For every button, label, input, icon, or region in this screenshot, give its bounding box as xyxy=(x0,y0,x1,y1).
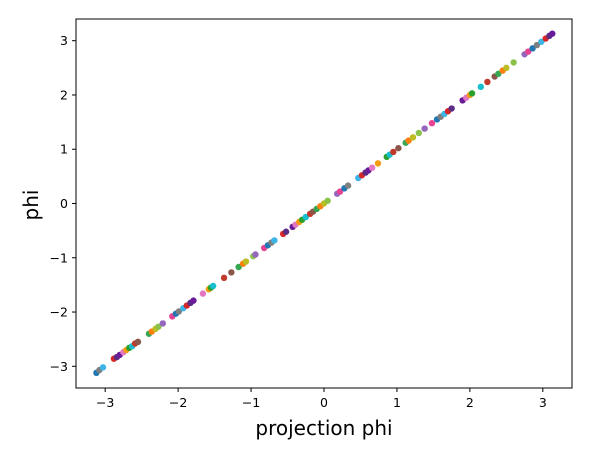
data-point xyxy=(405,137,412,144)
x-tick-label: 2 xyxy=(466,395,474,410)
data-point xyxy=(510,59,517,66)
data-point xyxy=(271,237,278,244)
data-point xyxy=(99,364,107,371)
data-point xyxy=(538,38,545,45)
y-tick-label: 1 xyxy=(60,142,68,157)
x-axis-label: projection phi xyxy=(255,416,392,440)
data-point xyxy=(159,320,166,327)
data-point xyxy=(390,148,397,156)
data-point xyxy=(336,188,344,195)
data-point xyxy=(484,78,491,86)
y-tick-label: −2 xyxy=(50,305,68,320)
data-point xyxy=(503,64,510,72)
x-tick-label: −3 xyxy=(96,395,114,410)
data-point xyxy=(477,83,485,91)
data-point xyxy=(282,228,290,235)
data-point xyxy=(228,269,235,276)
x-tick-label: 1 xyxy=(393,395,401,410)
y-tick-label: 0 xyxy=(60,196,68,211)
data-point xyxy=(395,144,402,152)
data-point xyxy=(448,105,455,112)
data-point xyxy=(549,30,556,37)
data-point xyxy=(495,70,502,78)
y-tick-label: 3 xyxy=(60,33,68,48)
data-points xyxy=(93,30,556,377)
data-point xyxy=(252,251,259,258)
data-point xyxy=(155,323,162,330)
data-point xyxy=(525,48,532,55)
data-point xyxy=(421,125,428,132)
data-point xyxy=(409,134,417,141)
data-point xyxy=(235,263,242,271)
data-point xyxy=(220,274,228,282)
data-point xyxy=(134,338,142,346)
y-axis-label: phi xyxy=(19,190,43,221)
data-point xyxy=(428,119,436,127)
data-point xyxy=(529,45,536,52)
x-axis-ticks: −3 −2 −1 0 1 2 3 xyxy=(96,388,547,410)
data-point xyxy=(324,197,331,204)
data-point xyxy=(374,160,382,167)
data-point xyxy=(175,308,183,315)
x-tick-label: 3 xyxy=(539,395,547,410)
data-point xyxy=(468,90,476,97)
y-axis-ticks: −3 −2 −1 0 1 2 3 xyxy=(50,33,76,374)
data-point xyxy=(302,213,309,221)
x-tick-label: −1 xyxy=(242,395,260,410)
data-point xyxy=(415,129,423,137)
x-tick-label: −2 xyxy=(169,395,187,410)
y-tick-label: 2 xyxy=(60,87,68,102)
x-tick-label: 0 xyxy=(320,395,328,410)
data-point xyxy=(190,297,197,304)
data-point xyxy=(533,41,541,49)
data-point xyxy=(344,182,352,189)
data-point xyxy=(242,258,250,265)
y-tick-label: −1 xyxy=(50,250,68,265)
data-point xyxy=(368,164,376,171)
data-point xyxy=(209,282,217,290)
data-point xyxy=(199,290,207,297)
y-tick-label: −3 xyxy=(50,359,68,374)
